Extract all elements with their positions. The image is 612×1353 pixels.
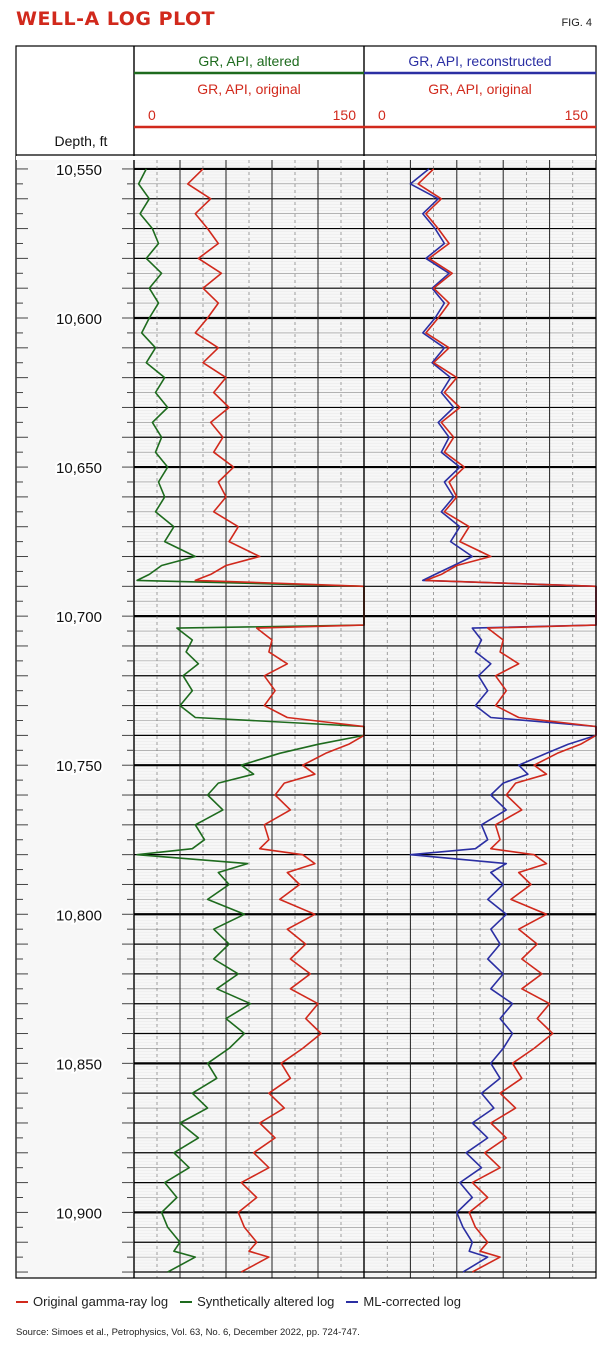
legend-swatch-altered [180, 1300, 193, 1303]
depth-label-10650: 10,650 [56, 460, 102, 477]
legend-label-reconstructed: ML-corrected log [363, 1294, 461, 1309]
depth-label-10900: 10,900 [56, 1205, 102, 1222]
legend: Original gamma-ray log Synthetically alt… [16, 1294, 461, 1309]
plot-grid [134, 159, 596, 1279]
track1-scale-max: 150 [333, 107, 357, 123]
track1-header-bottom: GR, API, original [197, 81, 301, 97]
legend-swatch-original [16, 1300, 28, 1303]
depth-label-10550: 10,550 [56, 162, 102, 179]
plot-curves [136, 168, 597, 1273]
legend-label-original: Original gamma-ray log [33, 1294, 169, 1309]
figure-number: FIG. 4 [561, 17, 592, 29]
plot-frame [15, 45, 597, 1279]
header-gap [16, 156, 596, 160]
legend-swatch-reconstructed [346, 1300, 359, 1303]
curve-original-track1 [186, 168, 365, 1273]
track2-header-bottom: GR, API, original [428, 81, 532, 97]
depth-axis: 10,550 10,600 10,650 10,700 10,750 10,800 10,8… [16, 160, 134, 1273]
legend-item-reconstructed: ML-corrected log [346, 1294, 461, 1309]
depth-label-10800: 10,800 [56, 907, 102, 924]
track2-header-top: GR, API, reconstructed [408, 53, 551, 69]
track1-scale-min: 0 [148, 107, 156, 123]
legend-item-altered: Synthetically altered log [180, 1294, 334, 1309]
figure-title: WELL-A LOG PLOT [16, 8, 216, 30]
track1-header-top: GR, API, altered [198, 53, 299, 69]
legend-label-altered: Synthetically altered log [197, 1294, 335, 1309]
depth-label-10700: 10,700 [56, 609, 102, 626]
track2-scale-max: 150 [565, 107, 589, 123]
outer-frame [15, 45, 597, 1279]
depth-label-10600: 10,600 [56, 311, 102, 328]
curve-reconstructed-track2 [409, 168, 597, 1273]
depth-label-10850: 10,850 [56, 1056, 102, 1073]
curve-altered-track1 [136, 168, 365, 1273]
legend-item-original: Original gamma-ray log [16, 1294, 168, 1309]
track-headers: Depth, ft GR, API, altered GR, API, origin… [55, 53, 596, 149]
track2-scale-min: 0 [378, 107, 386, 123]
depth-axis-label: Depth, ft [55, 133, 108, 149]
source-note: Source: Simoes et al., Petrophysics, Vol… [16, 1327, 360, 1338]
log-plot: Depth, ft GR, API, altered GR, API, origin… [15, 45, 597, 1279]
curve-original-track2 [417, 168, 597, 1273]
depth-label-10750: 10,750 [56, 758, 102, 775]
